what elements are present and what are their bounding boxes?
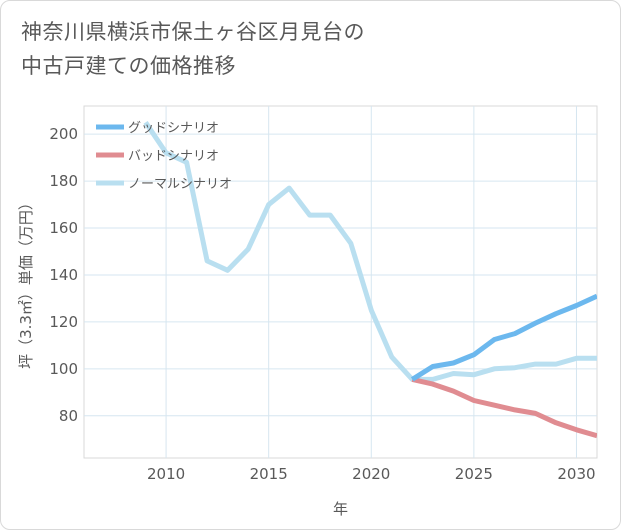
x-tick-label: 2010 (147, 465, 185, 483)
legend-label: バッドシナリオ (128, 149, 219, 164)
y-tick-label: 80 (59, 407, 78, 425)
y-tick-label: 160 (49, 219, 78, 237)
y-tick-label: 200 (49, 125, 78, 143)
x-tick-label: 2020 (352, 465, 390, 483)
x-tick-label: 2030 (557, 465, 595, 483)
tick-labels: 2010 2015 2020 2025 2030 80 100 120 140 160 180 200 (49, 125, 595, 483)
y-axis-label: 坪（3.3㎡）単価（万円） (17, 195, 35, 369)
series-line-0 (410, 293, 597, 382)
series-line-2 (143, 121, 597, 382)
series-line-1 (411, 376, 597, 439)
x-tick-label: 2025 (455, 465, 493, 483)
grid-lines (83, 105, 598, 459)
plot-frame (83, 105, 598, 459)
series-lines (143, 121, 597, 439)
y-tick-label: 140 (49, 266, 78, 284)
chart-title-line1: 神奈川県横浜市保土ヶ谷区月見台の (21, 20, 365, 44)
y-tick-label: 120 (49, 313, 78, 331)
chart-title: 神奈川県横浜市保土ヶ谷区月見台の 中古戸建ての価格推移 (21, 15, 541, 83)
legend-label: グッドシナリオ (128, 121, 219, 136)
chart-title-line2: 中古戸建ての価格推移 (21, 54, 236, 78)
legend-label: ノーマルシナリオ (128, 177, 232, 192)
x-tick-label: 2015 (250, 465, 288, 483)
y-tick-label: 180 (49, 172, 78, 190)
y-tick-label: 100 (49, 360, 78, 378)
x-axis-label: 年 (333, 500, 348, 518)
